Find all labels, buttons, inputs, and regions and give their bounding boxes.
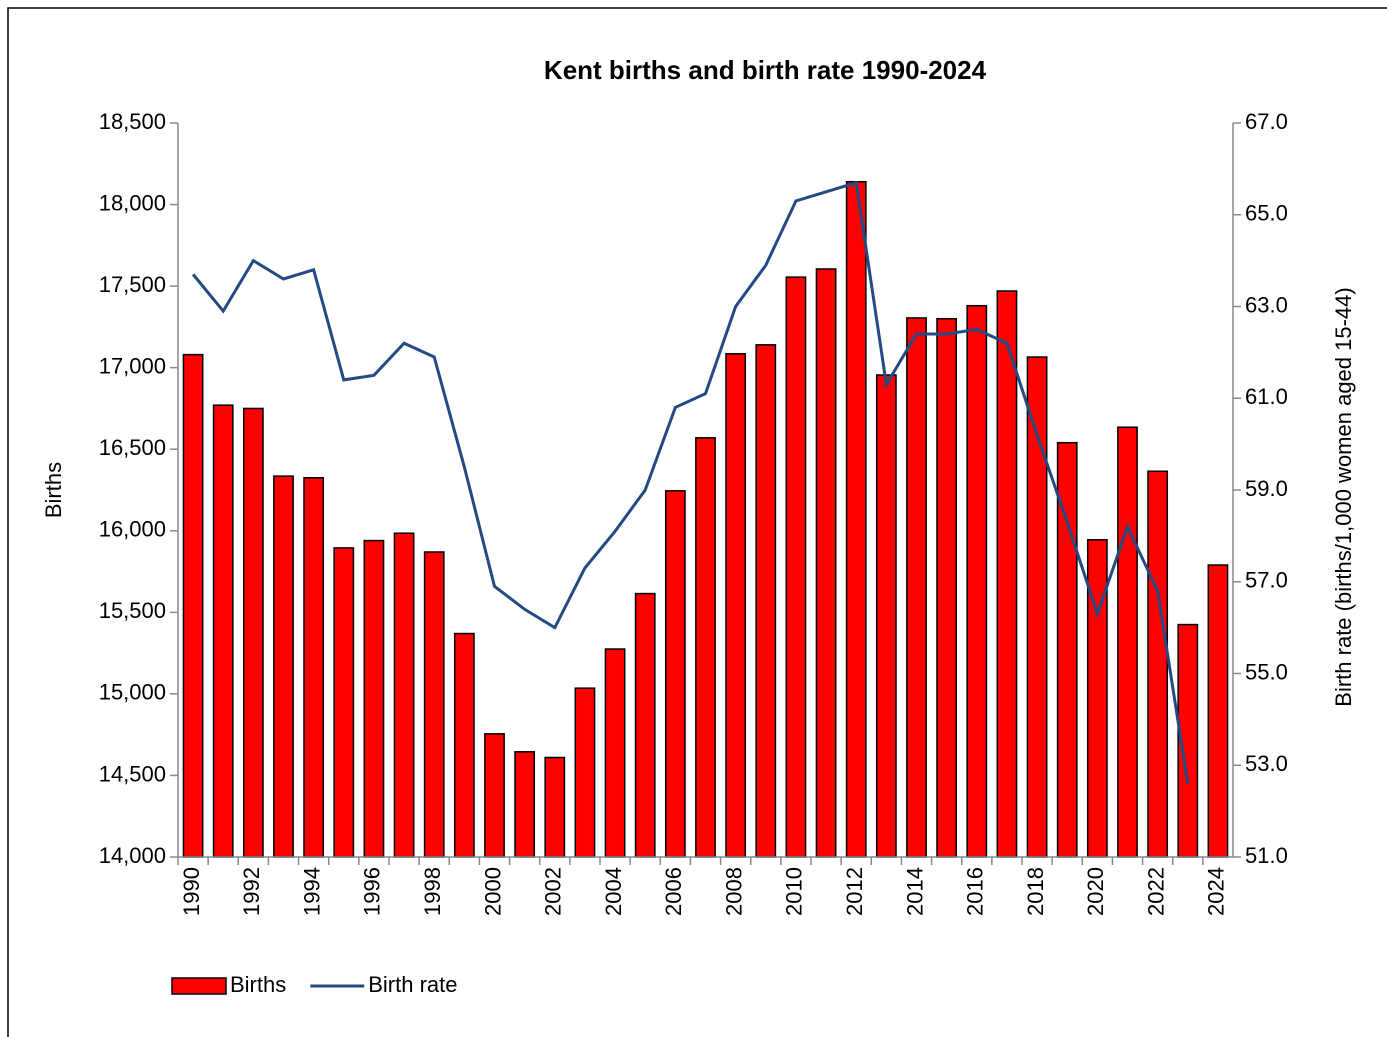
x-tick-label: 2016 xyxy=(963,867,988,916)
bar xyxy=(273,475,294,858)
x-tick-label: 2002 xyxy=(541,867,566,916)
x-tick-label: 2012 xyxy=(842,867,867,916)
bar xyxy=(695,437,716,858)
y2-tick-label: 59.0 xyxy=(1245,476,1288,501)
x-tick-label: 1996 xyxy=(360,867,385,916)
x-tick-label: 2018 xyxy=(1023,867,1048,916)
bar xyxy=(393,532,415,858)
y2-tick-label: 67.0 xyxy=(1245,109,1288,134)
y-tick-label: 17,500 xyxy=(99,272,166,297)
bar xyxy=(514,751,536,858)
y-tick-label: 14,000 xyxy=(99,843,166,868)
bar xyxy=(936,317,958,858)
bar xyxy=(574,687,596,858)
bar xyxy=(785,276,807,858)
y2-tick-label: 65.0 xyxy=(1245,201,1288,226)
bar xyxy=(755,344,777,858)
bar xyxy=(1117,426,1138,858)
x-tick-label: 2022 xyxy=(1143,867,1168,916)
bar xyxy=(845,180,867,858)
bar xyxy=(484,733,505,858)
bar xyxy=(664,490,686,858)
bar xyxy=(182,353,204,858)
bar xyxy=(1147,470,1169,858)
y-tick-label: 14,500 xyxy=(99,761,166,786)
y2-tick-label: 57.0 xyxy=(1245,568,1288,593)
bar xyxy=(996,290,1018,858)
bar xyxy=(453,632,475,858)
x-tick-label: 2024 xyxy=(1204,867,1229,916)
x-tick-label: 2006 xyxy=(661,867,686,916)
frame xyxy=(7,7,1387,1037)
bar xyxy=(725,353,747,858)
y-tick-label: 17,000 xyxy=(99,353,166,378)
x-tick-label: 1990 xyxy=(179,867,204,916)
bar xyxy=(423,551,445,858)
bar xyxy=(875,374,897,858)
chart-title: Kent births and birth rate 1990-2024 xyxy=(544,55,987,85)
y-axis-title: Births xyxy=(41,462,66,518)
bar xyxy=(634,592,656,858)
y2-tick-label: 63.0 xyxy=(1245,292,1288,317)
line xyxy=(191,180,1190,784)
bar xyxy=(1086,538,1108,858)
x-tick-label: 1992 xyxy=(239,867,264,916)
bar xyxy=(815,268,837,858)
x-tick-label: 2014 xyxy=(902,867,927,916)
y-tick-label: 18,500 xyxy=(99,109,166,134)
y-tick-label: 15,000 xyxy=(99,680,166,705)
bar xyxy=(544,756,566,858)
bar xyxy=(333,547,355,858)
x-tick-label: 1998 xyxy=(420,867,445,916)
y2-tick-label: 61.0 xyxy=(1245,384,1288,409)
y2-tick-label: 53.0 xyxy=(1245,751,1288,776)
bar xyxy=(604,648,626,858)
x-tick-label: 1994 xyxy=(299,867,324,916)
y-tick-label: 18,000 xyxy=(99,190,166,215)
bar xyxy=(303,477,325,858)
y2-tick-label: 55.0 xyxy=(1245,659,1288,684)
y2-axis-title: Birth rate (births/1,000 women aged 15-4… xyxy=(1331,287,1356,706)
bar xyxy=(212,404,234,858)
bar xyxy=(966,304,988,858)
bar xyxy=(1207,564,1229,858)
x-tick-label: 2000 xyxy=(480,867,505,916)
y-tick-label: 15,500 xyxy=(99,598,166,623)
bar xyxy=(242,407,264,858)
y-tick-label: 16,000 xyxy=(99,517,166,542)
x-tick-label: 2004 xyxy=(601,867,626,916)
x-tick-label: 2020 xyxy=(1083,867,1108,916)
bar xyxy=(906,317,927,858)
legend-label: Births xyxy=(230,972,286,997)
y-tick-label: 16,500 xyxy=(99,435,166,460)
y2-tick-label: 51.0 xyxy=(1245,843,1288,868)
legend-label: Birth rate xyxy=(368,972,457,997)
x-tick-label: 2010 xyxy=(782,867,807,916)
bar xyxy=(363,539,385,858)
x-tick-label: 2008 xyxy=(721,867,746,916)
legend-swatch xyxy=(171,977,227,995)
